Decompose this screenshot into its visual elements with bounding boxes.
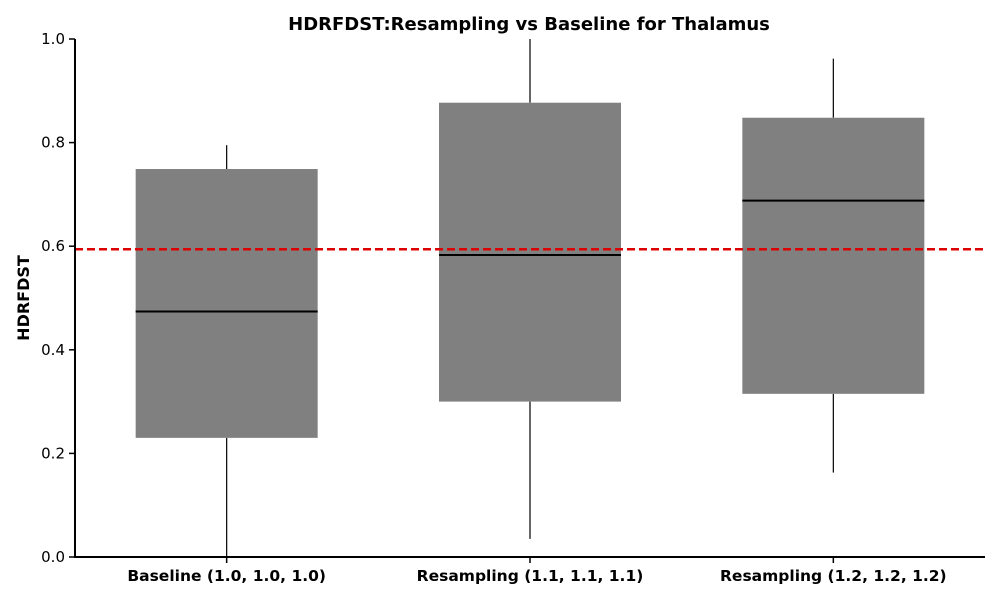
x-tick-label: Baseline (1.0, 1.0, 1.0) — [127, 567, 326, 585]
box-group — [135, 145, 318, 557]
y-tick-label: 0.4 — [41, 341, 65, 359]
box-group — [742, 58, 925, 473]
x-tick-label: Resampling (1.1, 1.1, 1.1) — [417, 567, 644, 585]
box-iqr — [135, 169, 318, 438]
x-tick-label: Resampling (1.2, 1.2, 1.2) — [720, 567, 947, 585]
y-tick-label: 1.0 — [41, 30, 65, 48]
plot-area: 0.0 0.2 0.4 0.6 0.8 1.0 Baseline (1.0, 1.0, 1.… — [41, 30, 985, 585]
y-axis-label: HDRFDST — [14, 255, 33, 341]
box-iqr — [439, 102, 621, 402]
y-tick-label: 0.2 — [41, 444, 65, 462]
y-tick-label: 0.0 — [41, 548, 65, 566]
y-tick-label: 0.8 — [41, 134, 65, 152]
chart-title: HDRFDST:Resampling vs Baseline for Thala… — [288, 14, 770, 35]
box-iqr — [742, 117, 925, 394]
box-group — [439, 39, 621, 539]
y-tick-label: 0.6 — [41, 237, 65, 255]
